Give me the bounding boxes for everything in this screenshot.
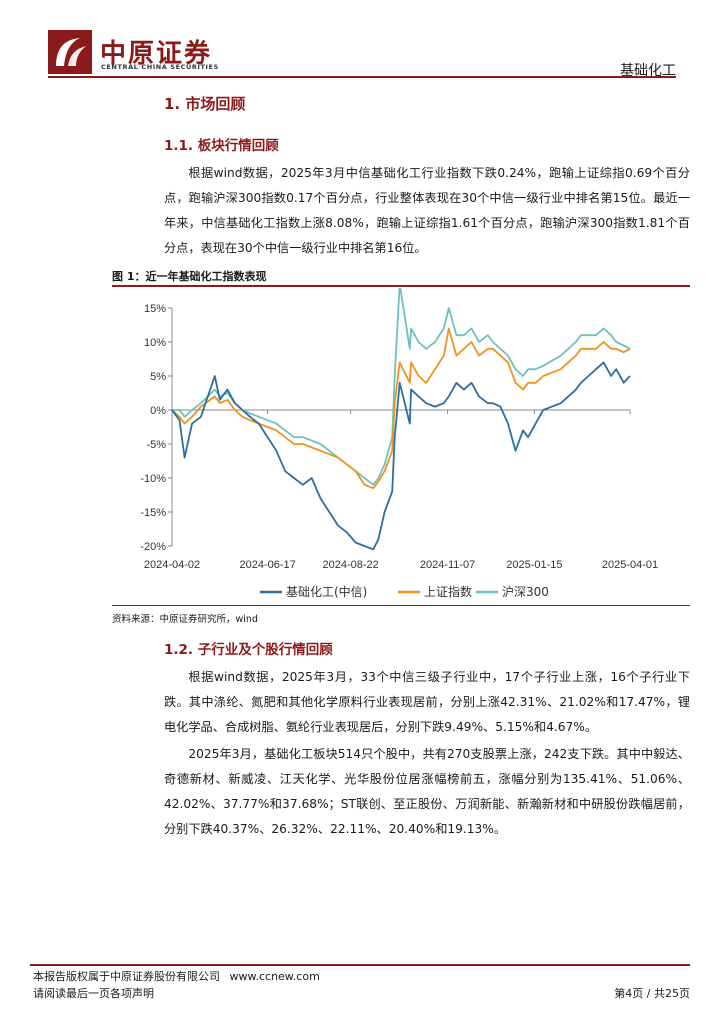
paragraph-stocks: 2025年3月，基础化工板块514只个股中，共有270支股票上涨，242支下跌。… (164, 742, 690, 842)
subsection-title-sector: 1.1. 板块行情回顾 (164, 138, 279, 154)
chart-lines (171, 288, 631, 551)
paragraph-text: 根据wind数据，2025年3月中信基础化工行业指数下跌0.24%，跑输上证综指… (164, 166, 690, 255)
series-line-3 (172, 288, 631, 486)
page-header: 中原证券 CENTRAL CHINA SECURITIES 基础化工 (0, 0, 724, 79)
footer-copyright: 本报告版权属于中原证券股份有限公司 www.ccnew.com (33, 968, 320, 984)
legend-label: 沪深300 (502, 585, 549, 599)
header-divider (48, 76, 676, 78)
legend-label: 基础化工(中信) (286, 584, 367, 599)
figure-title: 图 1：近一年基础化工指数表现 (112, 270, 267, 283)
x-tick-label: 2024-08-22 (323, 559, 379, 571)
paragraph-sector-review: 根据wind数据，2025年3月中信基础化工行业指数下跌0.24%，跑输上证综指… (164, 161, 690, 261)
subsection-title-subindustry: 1.2. 子行业及个股行情回顾 (164, 642, 333, 658)
y-tick-label: -5% (146, 439, 166, 451)
y-tick-label: -10% (140, 473, 166, 485)
logo-text-cn: 中原证券 (100, 39, 213, 69)
paragraph-subindustry: 根据wind数据，2025年3月，33个中信三级子行业中，17个子行业上涨，16… (164, 665, 690, 740)
website-link[interactable]: www.ccnew.com (229, 970, 320, 983)
figure-top-rule (112, 285, 690, 287)
paragraph-text: 根据wind数据，2025年3月，33个中信三级子行业中，17个子行业上涨，16… (164, 670, 690, 734)
paragraph-text: 2025年3月，基础化工板块514只个股中，共有270支股票上涨，242支下跌。… (164, 747, 690, 836)
chart-axes: 15% 10% 5% 0% -5% -10% -15% -20% 2024-04-02 2024-… (140, 303, 658, 571)
footer-disclaimer: 请阅读最后一页各项声明 (33, 987, 154, 1000)
y-tick-label: 15% (144, 303, 166, 315)
figure-bottom-rule (112, 605, 690, 606)
x-tick-label: 2025-01-15 (506, 559, 562, 571)
y-tick-label: -15% (140, 507, 166, 519)
footer-divider (30, 964, 690, 966)
x-tick-label: 2025-04-01 (602, 559, 658, 571)
chart-legend: 基础化工(中信) 上证指数 沪深300 (260, 584, 549, 599)
section-title: 1. 市场回顾 (164, 95, 246, 113)
page-number: 第4页 / 共25页 (614, 987, 690, 1000)
logo-mark-icon (48, 30, 92, 74)
series-line-2 (171, 327, 631, 490)
index-performance-chart: 15% 10% 5% 0% -5% -10% -15% -20% 2024-04-02 2024-… (140, 288, 658, 599)
x-tick-label: 2024-04-02 (144, 559, 200, 571)
x-tick-label: 2024-06-17 (239, 559, 295, 571)
copyright-text: 本报告版权属于中原证券股份有限公司 (33, 970, 220, 983)
y-tick-label: 10% (144, 337, 166, 349)
document-category: 基础化工 (620, 63, 676, 79)
legend-label: 上证指数 (424, 584, 472, 599)
y-tick-label: -20% (140, 541, 166, 553)
series-line-1 (171, 361, 631, 551)
figure-source: 资料来源：中原证券研究所，wind (112, 614, 258, 625)
y-tick-label: 0% (150, 405, 166, 417)
x-tick-label: 2024-11-07 (420, 559, 475, 571)
logo-text-en: CENTRAL CHINA SECURITIES (101, 63, 219, 71)
y-tick-label: 5% (150, 371, 166, 383)
